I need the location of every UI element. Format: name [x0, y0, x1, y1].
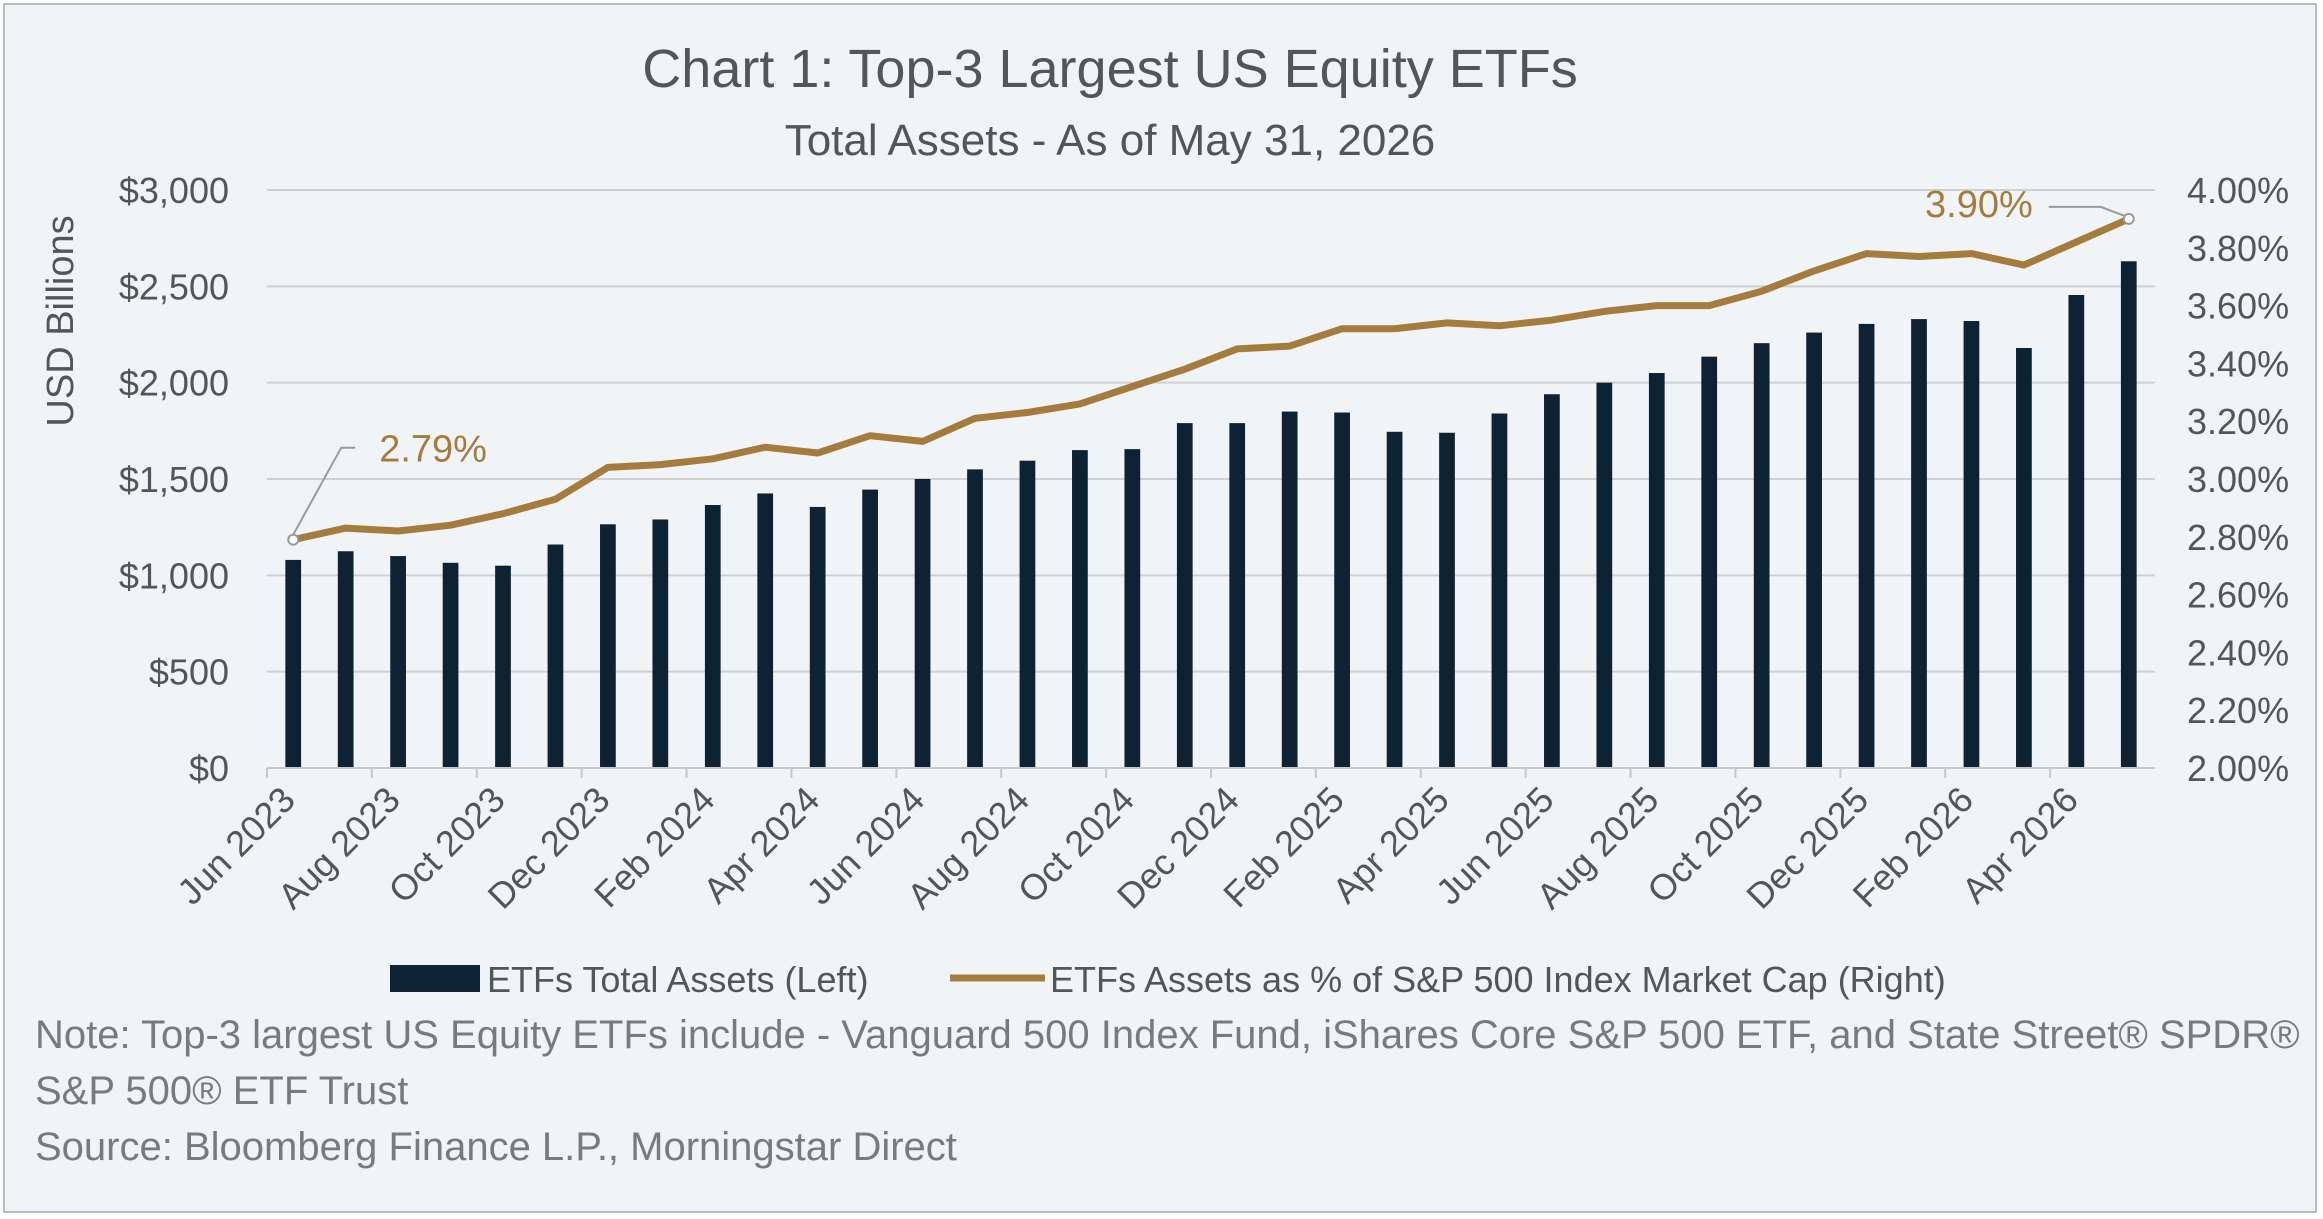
- bar: [1386, 431, 1403, 768]
- legend-line-label: ETFs Assets as % of S&P 500 Index Market…: [1050, 959, 1946, 1000]
- axes: $0 $500 $1,000 $1,500 $2,000 $2,500 $3,000 2.00…: [119, 170, 2289, 917]
- y-tick-label-left: $2,000: [119, 363, 229, 404]
- y-tick-label-left: $0: [189, 748, 229, 789]
- legend-bar-swatch: [390, 965, 480, 992]
- y-tick-label-left: $2,500: [119, 266, 229, 307]
- y-tick-label-right: 3.80%: [2187, 228, 2289, 269]
- bar: [862, 489, 878, 768]
- y-axis-label-left: USD Billions: [40, 215, 82, 426]
- bar: [1176, 423, 1193, 768]
- y-tick-label-left: $1,500: [119, 459, 229, 500]
- y-tick-label-right: 2.00%: [2187, 748, 2289, 789]
- bar: [442, 562, 459, 768]
- chart-svg: Chart 1: Top-3 Largest US Equity ETFs To…: [40, 39, 2289, 1000]
- bar: [1334, 412, 1350, 768]
- note-line-1: Note: Top-3 largest US Equity ETFs inclu…: [35, 1013, 2300, 1057]
- bar: [2120, 261, 2137, 768]
- y-tick-label-left: $500: [149, 652, 229, 693]
- bar: [1019, 460, 1036, 768]
- percent-line: [289, 215, 2133, 544]
- annotation-leader-start: [292, 446, 356, 536]
- chart-title: Chart 1: Top-3 Largest US Equity ETFs: [642, 39, 1577, 99]
- bar: [1911, 319, 1927, 768]
- bar: [337, 551, 354, 768]
- bar: [652, 519, 669, 768]
- bar: [1753, 343, 1770, 768]
- bar: [1648, 373, 1665, 768]
- bar: [1281, 411, 1298, 768]
- bar: [1491, 413, 1508, 768]
- bar: [1858, 323, 1875, 768]
- gridlines: [267, 189, 2155, 673]
- y-tick-label-right: 2.80%: [2187, 517, 2289, 558]
- bar: [285, 559, 302, 768]
- bar: [1229, 423, 1246, 768]
- chart-subtitle: Total Assets - As of May 31, 2026: [785, 116, 1436, 165]
- bar: [1596, 382, 1613, 768]
- bar: [495, 565, 511, 768]
- bar-series: [285, 261, 2137, 768]
- legend: ETFs Total Assets (Left) ETFs Assets as …: [390, 959, 1946, 1000]
- bar: [704, 505, 721, 768]
- annotation-marker-end: [2122, 212, 2135, 225]
- y-tick-label-right: 3.40%: [2187, 343, 2289, 384]
- annotation-leader-end: [2048, 205, 2126, 217]
- bar: [757, 493, 774, 768]
- y-tick-label-right: 2.20%: [2187, 690, 2289, 731]
- annotation-label-end: 3.90%: [1925, 184, 2033, 226]
- y-tick-label-right: 2.60%: [2187, 575, 2289, 616]
- bar: [1124, 449, 1141, 768]
- bar: [1072, 450, 1088, 768]
- y-tick-label-right: 3.60%: [2187, 286, 2289, 327]
- x-tick-label: Apr 2026: [1954, 779, 2086, 911]
- note-line-2: S&P 500® ETF Trust: [35, 1069, 409, 1113]
- annotation-marker-start: [287, 533, 300, 546]
- bar: [2068, 295, 2085, 768]
- legend-bar-label: ETFs Total Assets (Left): [487, 959, 868, 1000]
- bar: [547, 544, 564, 768]
- annotation-label-start: 2.79%: [379, 429, 487, 471]
- bar: [1963, 321, 1980, 768]
- bar: [914, 479, 931, 768]
- bar: [1806, 332, 1822, 768]
- y-tick-label-left: $3,000: [119, 170, 229, 211]
- bar: [809, 506, 826, 768]
- line-series: [289, 215, 2133, 544]
- y-tick-label-right: 3.00%: [2187, 459, 2289, 500]
- bar: [1439, 432, 1455, 768]
- bar: [967, 469, 983, 768]
- bar: [390, 556, 406, 768]
- bar: [600, 524, 616, 768]
- chart-frame: Chart 1: Top-3 Largest US Equity ETFs To…: [3, 3, 2317, 1213]
- annotations: 2.79% 3.90%: [287, 184, 2135, 546]
- source-line: Source: Bloomberg Finance L.P., Mornings…: [35, 1125, 957, 1169]
- y-tick-label-right: 2.40%: [2187, 632, 2289, 673]
- bar: [2016, 347, 2032, 768]
- y-tick-label-left: $1,000: [119, 555, 229, 596]
- bar: [1701, 356, 1718, 768]
- bar: [1544, 394, 1560, 768]
- y-tick-label-right: 4.00%: [2187, 170, 2289, 211]
- y-tick-label-right: 3.20%: [2187, 401, 2289, 442]
